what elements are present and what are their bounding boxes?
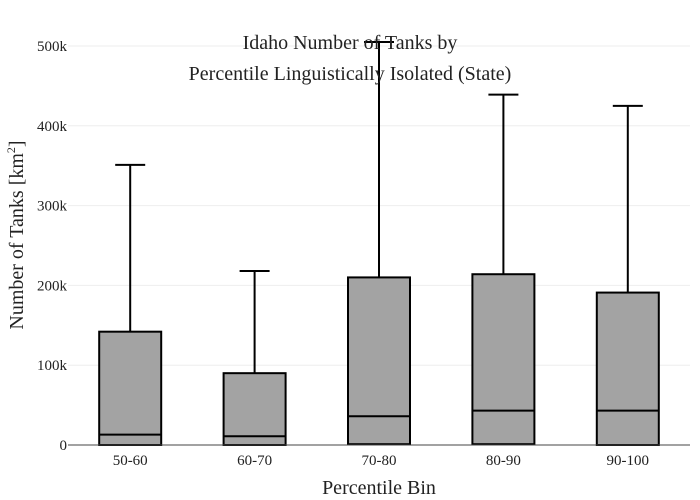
box-60-70 [222, 270, 287, 447]
y-axis-title-main: Number of Tanks [km [6, 153, 28, 330]
y-tick-label: 200k [37, 278, 68, 294]
y-tick-label: 400k [37, 119, 68, 135]
y-tick-label: 500k [37, 39, 68, 55]
box-90-100 [595, 104, 660, 447]
chart-title-line-2: Percentile Linguistically Isolated (Stat… [189, 63, 512, 85]
x-tick-label: 50-60 [113, 453, 148, 469]
y-axis-title-superscript: 2 [4, 147, 18, 153]
x-tick-label: 90-100 [607, 453, 650, 469]
x-axis-ticks: 50-60 60-70 70-80 80-90 90-100 [113, 453, 649, 469]
box-iqr [347, 276, 411, 446]
box-iqr [471, 273, 536, 446]
box-iqr [98, 330, 163, 447]
y-axis-title: Number of Tanks [km2] [4, 140, 28, 329]
y-tick-label: 100k [37, 358, 68, 374]
y-axis-title-end: ] [6, 140, 28, 147]
box-80-90 [471, 93, 536, 446]
x-tick-label: 70-80 [362, 453, 397, 469]
x-axis-title: Percentile Bin [322, 477, 436, 499]
box-50-60 [98, 163, 163, 447]
y-tick-label: 0 [60, 438, 68, 454]
box-70-80 [347, 40, 411, 446]
boxes [98, 40, 660, 447]
y-axis-ticks: 0 100k 200k 300k 400k 500k [37, 39, 68, 454]
x-tick-label: 80-90 [486, 453, 521, 469]
y-tick-label: 300k [37, 199, 68, 215]
chart-title-line-1: Idaho Number of Tanks by [243, 32, 458, 54]
box-iqr [595, 291, 660, 447]
x-tick-label: 60-70 [237, 453, 272, 469]
box-iqr [222, 372, 287, 447]
